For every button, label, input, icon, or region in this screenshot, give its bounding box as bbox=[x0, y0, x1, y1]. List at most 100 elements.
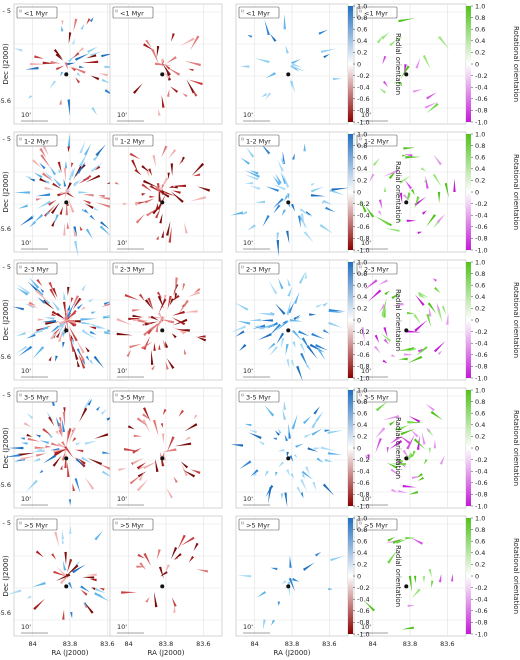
colorbar-tick-label: -0.4 bbox=[357, 468, 370, 476]
vector-arrow bbox=[311, 415, 320, 429]
vector-arrow bbox=[408, 415, 421, 423]
colorbar-tick-label: -0.2 bbox=[475, 200, 488, 208]
vector-arrow bbox=[78, 349, 85, 362]
vector-arrow bbox=[71, 162, 74, 168]
vector-arrow bbox=[98, 73, 108, 77]
scale-bar-label: 10' bbox=[361, 239, 371, 247]
vector-arrow bbox=[328, 321, 343, 328]
vector-arrow bbox=[307, 447, 319, 452]
vector-arrow bbox=[299, 343, 306, 355]
vector-arrow bbox=[151, 48, 159, 65]
vector-arrow bbox=[193, 414, 198, 420]
vector-arrow bbox=[51, 299, 60, 311]
vector-arrow bbox=[69, 326, 78, 342]
age-label-marker bbox=[359, 9, 362, 13]
vector-arrow bbox=[89, 330, 97, 335]
colorbar-tick-label: 0.4 bbox=[357, 549, 367, 557]
age-label-marker bbox=[241, 265, 244, 269]
vector-arrow bbox=[310, 194, 326, 197]
vector-arrow bbox=[82, 199, 91, 205]
vector-arrow bbox=[124, 293, 139, 301]
vector-arrow bbox=[300, 213, 306, 230]
vector-arrow bbox=[80, 589, 88, 596]
vector-arrow bbox=[188, 555, 195, 563]
vector-arrow bbox=[51, 313, 57, 317]
vector-arrow bbox=[417, 231, 423, 235]
vector-arrow bbox=[173, 605, 176, 613]
vector-arrow bbox=[414, 196, 427, 206]
colorbar bbox=[466, 518, 471, 634]
vector-arrow bbox=[36, 200, 51, 209]
colorbar-tick-label: -0.2 bbox=[475, 328, 488, 336]
vector-arrow bbox=[137, 466, 145, 471]
vector-arrow bbox=[161, 451, 165, 458]
scale-bar-label: 10' bbox=[243, 367, 253, 375]
age-label-box bbox=[112, 518, 154, 531]
vector-arrow bbox=[42, 172, 54, 182]
vector-arrow bbox=[18, 345, 33, 357]
vector-arrow bbox=[92, 152, 101, 161]
vector-arrow bbox=[389, 440, 403, 450]
vector-arrow bbox=[50, 328, 61, 340]
colorbar-tick-label: -0.8 bbox=[357, 235, 370, 243]
vector-arrow bbox=[230, 325, 246, 333]
vector-arrow bbox=[88, 326, 97, 330]
vector-arrow bbox=[29, 221, 37, 228]
vector-arrow bbox=[170, 86, 179, 93]
vector-arrow bbox=[322, 199, 333, 205]
vector-arrow bbox=[411, 189, 415, 196]
vector-arrow bbox=[116, 318, 133, 326]
age-label-box bbox=[238, 134, 280, 147]
vector-arrow bbox=[408, 575, 412, 592]
vector-arrow bbox=[141, 341, 153, 350]
vector-arrow bbox=[416, 346, 428, 356]
vector-arrow bbox=[391, 354, 396, 357]
vector-arrow bbox=[178, 329, 185, 335]
vector-arrow bbox=[293, 454, 298, 458]
vector-arrow bbox=[374, 334, 380, 343]
vector-arrow bbox=[75, 77, 81, 84]
colorbar-tick-label: 0.8 bbox=[357, 398, 367, 406]
colorbar-tick-label: 0.4 bbox=[357, 421, 367, 429]
vector-arrow bbox=[383, 306, 386, 318]
vector-arrow bbox=[78, 353, 86, 369]
cluster-center-marker bbox=[160, 456, 165, 461]
colorbar-tick-label: -0.4 bbox=[475, 340, 488, 348]
age-label-box bbox=[238, 518, 280, 531]
age-label-marker bbox=[19, 137, 22, 141]
vector-arrow bbox=[275, 471, 278, 477]
vector-arrow bbox=[444, 182, 449, 198]
vector-arrow bbox=[141, 183, 152, 192]
vector-arrow bbox=[182, 283, 186, 292]
vector-arrow bbox=[171, 317, 186, 326]
vector-arrow bbox=[426, 313, 432, 328]
colorbar-label: Rotational orientation bbox=[512, 154, 520, 230]
vector-arrow bbox=[378, 304, 386, 314]
colorbar-tick-label: -0.6 bbox=[475, 223, 488, 231]
vector-arrow bbox=[406, 434, 415, 450]
vector-arrow bbox=[289, 455, 294, 462]
vector-arrow bbox=[67, 146, 70, 153]
vector-arrow bbox=[72, 52, 80, 59]
vector-arrow bbox=[402, 449, 411, 461]
vector-arrow bbox=[180, 461, 189, 469]
vector-arrow bbox=[253, 325, 260, 328]
vector-arrow bbox=[287, 286, 293, 297]
vector-arrow bbox=[102, 451, 111, 454]
vector-arrow bbox=[52, 322, 64, 333]
scale-bar-label: 10' bbox=[21, 623, 31, 631]
vector-arrow bbox=[80, 318, 97, 321]
scale-bar-label: 10' bbox=[21, 495, 31, 503]
vector-arrow bbox=[193, 542, 199, 551]
vector-arrow bbox=[86, 573, 97, 576]
vector-arrow bbox=[51, 553, 57, 560]
colorbar-tick-label: 0.2 bbox=[475, 177, 485, 185]
cluster-center-marker bbox=[404, 456, 409, 461]
vector-arrow bbox=[85, 174, 101, 183]
vector-arrow bbox=[247, 224, 256, 231]
vector-arrow bbox=[132, 309, 141, 312]
vector-arrow bbox=[237, 575, 252, 578]
vector-arrow bbox=[397, 424, 409, 431]
vector-arrow bbox=[39, 147, 47, 158]
vector-arrow bbox=[168, 149, 177, 159]
